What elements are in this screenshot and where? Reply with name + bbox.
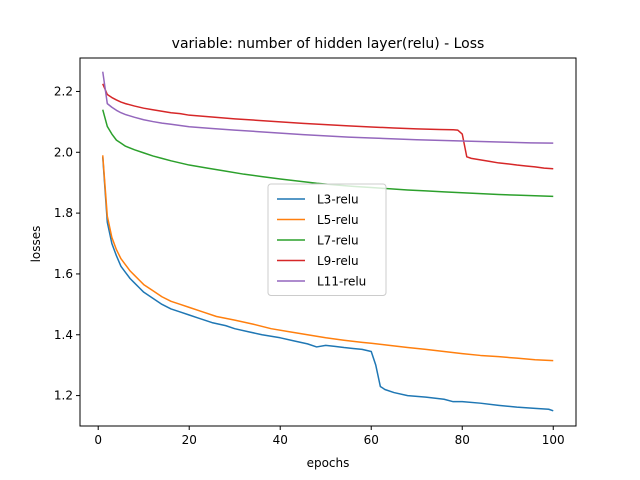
x-tick-label: 100 [542, 433, 565, 447]
series-lines [102, 71, 554, 412]
x-tick-label: 0 [94, 433, 102, 447]
legend-label-l7-relu: L7-relu [317, 234, 359, 248]
legend: L3-relu L5-relu L7-relu L9-relu L11-relu [267, 183, 387, 296]
x-tick-label: 40 [273, 433, 288, 447]
legend-label-l9-relu: L9-relu [317, 254, 359, 268]
y-axis-label: losses [29, 226, 43, 263]
y-tick-label: 1.6 [54, 267, 73, 281]
legend-box [267, 183, 387, 296]
y-tick-label: 1.8 [54, 206, 73, 220]
legend-label-l11-relu: L11-relu [317, 275, 366, 289]
x-tick-label: 20 [182, 433, 197, 447]
x-tick-label: 60 [364, 433, 379, 447]
y-tick-label: 1.2 [54, 389, 73, 403]
y-tick-label: 2.0 [54, 145, 73, 159]
series-line-l3-relu [102, 156, 554, 412]
legend-label-l5-relu: L5-relu [317, 213, 359, 227]
series-line-l5-relu [102, 155, 554, 362]
plot-frame [79, 57, 577, 427]
y-tick-label: 2.2 [54, 84, 73, 98]
x-tick-label: 80 [455, 433, 470, 447]
axis-ticks: 0 20 40 60 80 100 1.2 1.4 1.6 1.8 2.0 2.2 [54, 84, 565, 447]
legend-label-l3-relu: L3-relu [317, 193, 359, 207]
series-line-l7-relu [102, 109, 554, 198]
series-line-l11-relu [102, 71, 554, 144]
chart-title: variable: number of hidden layer(relu) -… [172, 36, 485, 52]
series-line-l9-relu [102, 83, 554, 170]
y-tick-label: 1.4 [54, 328, 73, 342]
x-axis-label: epochs [307, 456, 350, 470]
